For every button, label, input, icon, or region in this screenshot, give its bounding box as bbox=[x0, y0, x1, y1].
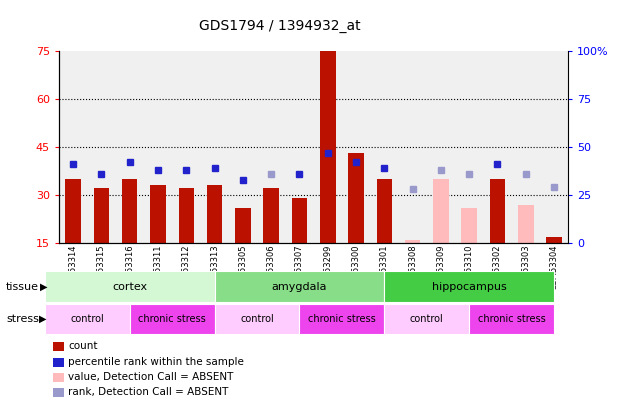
Bar bbox=[490, 179, 505, 243]
Text: chronic stress: chronic stress bbox=[138, 314, 206, 324]
Text: value, Detection Call = ABSENT: value, Detection Call = ABSENT bbox=[68, 372, 233, 382]
Bar bbox=[348, 153, 364, 243]
Text: ▶: ▶ bbox=[40, 281, 48, 292]
Text: chronic stress: chronic stress bbox=[308, 314, 376, 324]
Bar bbox=[518, 205, 533, 243]
Text: count: count bbox=[68, 341, 98, 351]
Text: tissue: tissue bbox=[6, 281, 39, 292]
Bar bbox=[405, 240, 420, 243]
Text: chronic stress: chronic stress bbox=[478, 314, 545, 324]
Bar bbox=[461, 208, 477, 243]
Text: hippocampus: hippocampus bbox=[432, 281, 507, 292]
Bar bbox=[207, 185, 222, 243]
Text: amygdala: amygdala bbox=[272, 281, 327, 292]
Bar bbox=[65, 179, 81, 243]
Bar bbox=[122, 179, 137, 243]
Text: stress: stress bbox=[6, 314, 39, 324]
Bar bbox=[546, 237, 562, 243]
Text: control: control bbox=[240, 314, 274, 324]
Text: ▶: ▶ bbox=[39, 314, 47, 324]
Text: cortex: cortex bbox=[112, 281, 147, 292]
Bar bbox=[235, 208, 251, 243]
Bar bbox=[433, 179, 449, 243]
Bar bbox=[94, 188, 109, 243]
Bar bbox=[263, 188, 279, 243]
Bar bbox=[320, 51, 335, 243]
Bar bbox=[376, 179, 392, 243]
Text: rank, Detection Call = ABSENT: rank, Detection Call = ABSENT bbox=[68, 388, 229, 397]
Bar bbox=[150, 185, 166, 243]
Text: control: control bbox=[70, 314, 104, 324]
Bar bbox=[292, 198, 307, 243]
Text: control: control bbox=[410, 314, 443, 324]
Text: percentile rank within the sample: percentile rank within the sample bbox=[68, 357, 244, 367]
Bar bbox=[178, 188, 194, 243]
Text: GDS1794 / 1394932_at: GDS1794 / 1394932_at bbox=[199, 19, 360, 33]
